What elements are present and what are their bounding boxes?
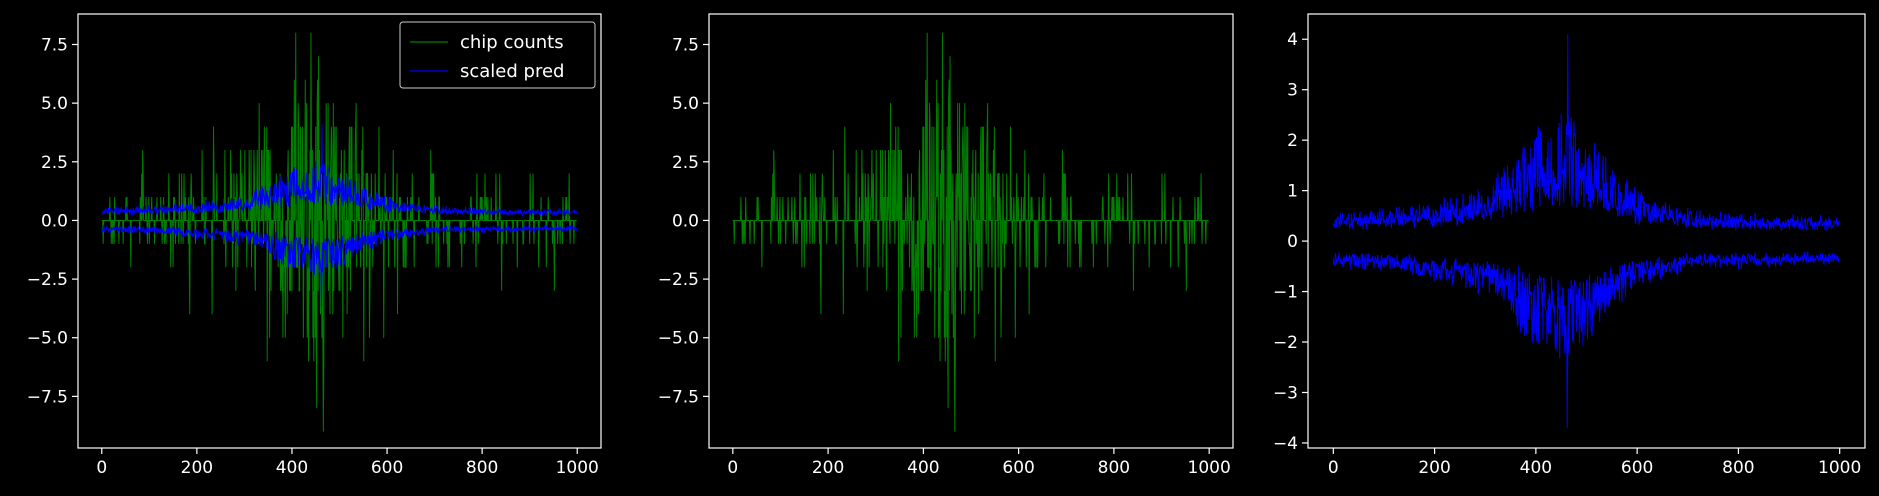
x-tick-label: 0: [727, 458, 738, 478]
x-tick-label: 200: [181, 458, 213, 478]
x-tick-label: 600: [1621, 458, 1653, 478]
axes-frame: [77, 13, 602, 449]
x-tick-label: 200: [812, 458, 844, 478]
y-tick-label: 2.5: [672, 153, 699, 173]
x-tick-label: 1000: [1818, 458, 1861, 478]
panel-left: 0 200 400 600 800 1000 −7.5 −5.0 −2.5 0.0 2.5 5.0 7.…: [27, 13, 602, 478]
series-scaled-pred-lower-line: [101, 224, 578, 308]
y-tick-label: 5.0: [672, 94, 699, 114]
x-tick-label: 800: [1722, 458, 1754, 478]
y-tick-label: 2.5: [41, 153, 68, 173]
y-tick-label: −2.5: [658, 270, 699, 290]
x-tick-label: 800: [466, 458, 498, 478]
x-tick-label: 400: [907, 458, 939, 478]
x-tick-label: 1000: [1188, 458, 1231, 478]
panel-middle: 0 200 400 600 800 1000 −7.5 −5.0 −2.5 0.0 2.5 5.0 7.…: [658, 13, 1234, 478]
y-tick-label: −7.5: [658, 387, 699, 407]
y-tick-label: 1: [1287, 182, 1298, 202]
plot-area: [1332, 34, 1840, 428]
y-tick-label: −5.0: [27, 329, 68, 349]
y-tick-label: −2.5: [27, 270, 68, 290]
y-tick-label: 3: [1287, 81, 1298, 101]
y-tick-label: 0.0: [672, 211, 699, 231]
y-tick-label: 4: [1287, 30, 1298, 50]
series-chip-counts-line: [732, 32, 1209, 432]
y-tick-label: −5.0: [658, 329, 699, 349]
series-scaled-pred-upper-line: [1332, 34, 1840, 232]
x-tick-label: 400: [276, 458, 308, 478]
plot-area: [101, 32, 578, 432]
y-tick-label: −3: [1273, 383, 1298, 403]
y-tick-label: −2: [1273, 333, 1298, 353]
x-tick-label: 800: [1098, 458, 1130, 478]
x-tick-label: 400: [1520, 458, 1552, 478]
legend-box: [399, 21, 596, 89]
x-tick-label: 600: [371, 458, 403, 478]
series-scaled-pred-upper-line: [101, 124, 578, 218]
y-tick-label: −4: [1273, 434, 1298, 454]
y-tick-label: 7.5: [672, 35, 699, 55]
y-tick-label: 0.0: [41, 211, 68, 231]
legend-entry-label: chip counts: [460, 32, 564, 53]
plot-area: [732, 32, 1209, 432]
y-tick-label: 2: [1287, 131, 1298, 151]
x-tick-label: 0: [1328, 458, 1339, 478]
y-tick-label: 7.5: [41, 35, 68, 55]
y-tick-label: 5.0: [41, 94, 68, 114]
axes-frame: [708, 13, 1234, 449]
y-tick-label: −7.5: [27, 387, 68, 407]
legend: chip counts scaled pred: [399, 21, 596, 89]
axes-frame: [1307, 13, 1866, 449]
x-tick-label: 0: [96, 458, 107, 478]
x-tick-label: 600: [1002, 458, 1034, 478]
legend-entry-label: scaled pred: [460, 61, 564, 82]
panel-right: 0 200 400 600 800 1000 −4 −3 −2 −1 0 1 2 3 4: [1273, 13, 1866, 478]
y-tick-label: −1: [1273, 283, 1298, 303]
x-tick-label: 200: [1418, 458, 1450, 478]
y-tick-label: 0: [1287, 232, 1298, 252]
x-tick-label: 1000: [556, 458, 599, 478]
series-scaled-pred-lower-line: [1332, 250, 1840, 428]
